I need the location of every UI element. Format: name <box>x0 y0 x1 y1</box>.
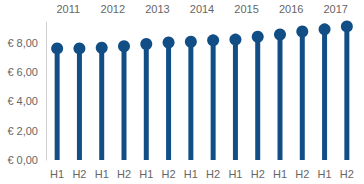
svg-text:€ 8,00: € 8,00 <box>7 37 38 49</box>
svg-text:H2: H2 <box>162 168 176 180</box>
svg-text:2014: 2014 <box>190 3 214 15</box>
svg-text:H2: H2 <box>206 168 220 180</box>
svg-text:H1: H1 <box>273 168 287 180</box>
svg-text:2017: 2017 <box>323 3 347 15</box>
svg-text:H2: H2 <box>251 168 265 180</box>
svg-text:€ 0,00: € 0,00 <box>7 154 38 166</box>
svg-text:H2: H2 <box>295 168 309 180</box>
svg-text:2012: 2012 <box>101 3 125 15</box>
svg-text:H1: H1 <box>50 168 64 180</box>
svg-text:2016: 2016 <box>279 3 303 15</box>
svg-text:H1: H1 <box>184 168 198 180</box>
svg-text:€ 6,00: € 6,00 <box>7 66 38 78</box>
svg-text:H2: H2 <box>340 168 354 180</box>
svg-text:H1: H1 <box>228 168 242 180</box>
svg-text:2011: 2011 <box>56 3 80 15</box>
svg-text:H1: H1 <box>95 168 109 180</box>
svg-text:2013: 2013 <box>145 3 169 15</box>
svg-text:H1: H1 <box>318 168 332 180</box>
svg-text:€ 2,00: € 2,00 <box>7 125 38 137</box>
svg-text:€ 4,00: € 4,00 <box>7 95 38 107</box>
svg-text:2015: 2015 <box>234 3 258 15</box>
svg-text:H1: H1 <box>139 168 153 180</box>
svg-text:H2: H2 <box>72 168 86 180</box>
svg-text:H2: H2 <box>117 168 131 180</box>
